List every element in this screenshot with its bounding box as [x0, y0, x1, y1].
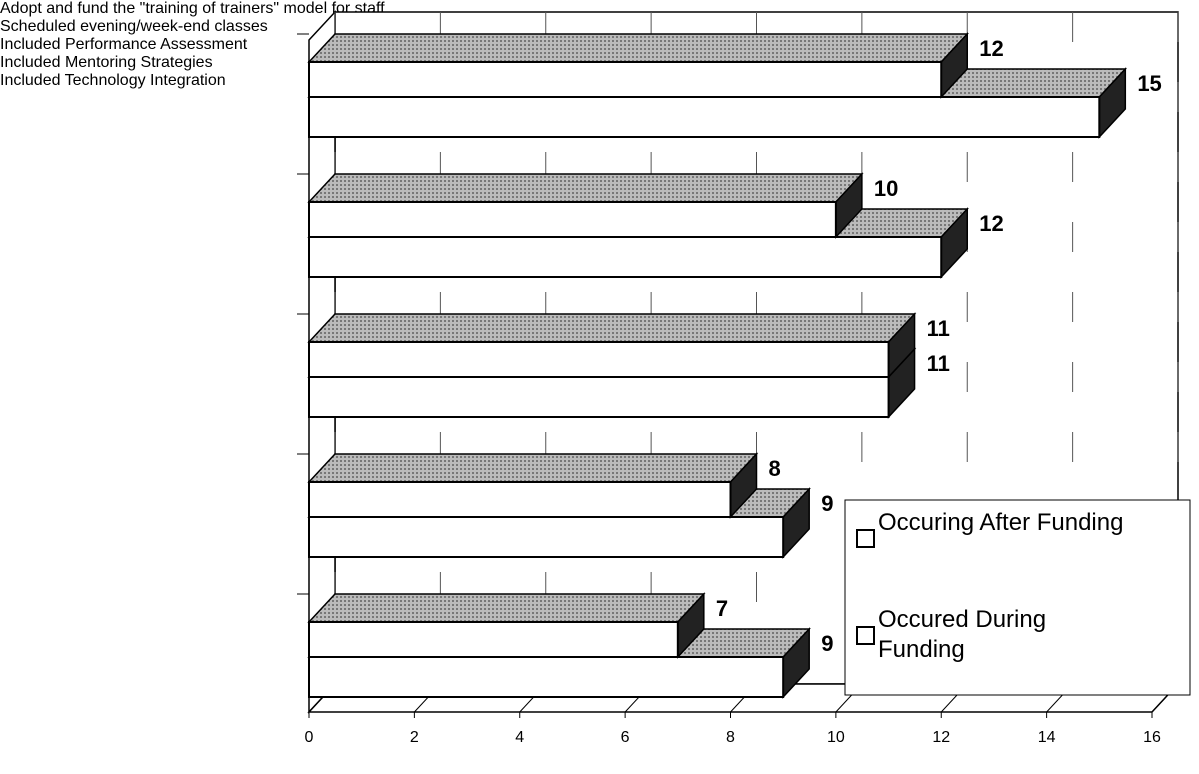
bar-top — [307, 33, 969, 63]
bar-front — [308, 516, 785, 558]
value-label: 11 — [927, 316, 950, 341]
legend-label: Occuring After Funding — [878, 509, 1124, 536]
x-tick-label: 6 — [621, 729, 630, 746]
x-tick-label: 12 — [932, 729, 950, 746]
x-tick-label: 16 — [1143, 729, 1161, 746]
legend-label: Occured During Funding — [878, 606, 1047, 663]
bar-front — [308, 621, 679, 658]
value-label: 15 — [1137, 71, 1161, 96]
bar-top — [307, 313, 917, 343]
value-label: 12 — [979, 211, 1003, 236]
category-label: Scheduled evening/week-end classes — [0, 18, 268, 35]
x-tick-label: 4 — [515, 729, 524, 746]
bar-top — [307, 173, 864, 203]
bar-front — [308, 341, 890, 378]
bar — [307, 312, 917, 379]
legend-box — [844, 499, 1191, 696]
legend-entry: Occured During Funding — [878, 606, 1047, 663]
bar-front — [308, 96, 1101, 138]
x-tick-label: 10 — [827, 729, 845, 746]
bar-top — [307, 453, 759, 483]
x-tick-label: 8 — [726, 729, 735, 746]
bar-front — [308, 481, 732, 518]
legend-swatch — [856, 626, 875, 645]
value-label: 12 — [979, 36, 1003, 61]
category-label: Included Performance Assessment — [0, 36, 248, 53]
value-label: 7 — [716, 596, 728, 621]
bar-front — [308, 201, 837, 238]
value-label: 8 — [769, 456, 781, 481]
legend-entry: Occuring After Funding — [878, 509, 1124, 536]
value-label: 11 — [927, 351, 950, 376]
bar-front — [308, 236, 943, 278]
category-label: Included Mentoring Strategies — [0, 54, 213, 71]
value-label: 10 — [874, 176, 898, 201]
bar-front — [308, 656, 785, 698]
bar-top — [307, 593, 706, 623]
legend: Occuring After Funding Occured During Fun… — [844, 499, 1191, 696]
category-label: Included Technology Integration — [0, 72, 226, 89]
bar-front — [308, 376, 890, 418]
bar-front — [308, 61, 943, 98]
x-tick-label: 0 — [305, 729, 314, 746]
x-tick-label: 14 — [1038, 729, 1056, 746]
legend-swatch — [856, 529, 875, 548]
value-label: 9 — [821, 631, 833, 656]
category-label: Adopt and fund the "training of trainers… — [0, 0, 385, 17]
bar — [307, 452, 759, 519]
x-tick-label: 2 — [410, 729, 419, 746]
bar — [307, 592, 706, 659]
bar — [307, 172, 864, 239]
value-label: 9 — [821, 491, 833, 516]
bar — [307, 32, 969, 99]
